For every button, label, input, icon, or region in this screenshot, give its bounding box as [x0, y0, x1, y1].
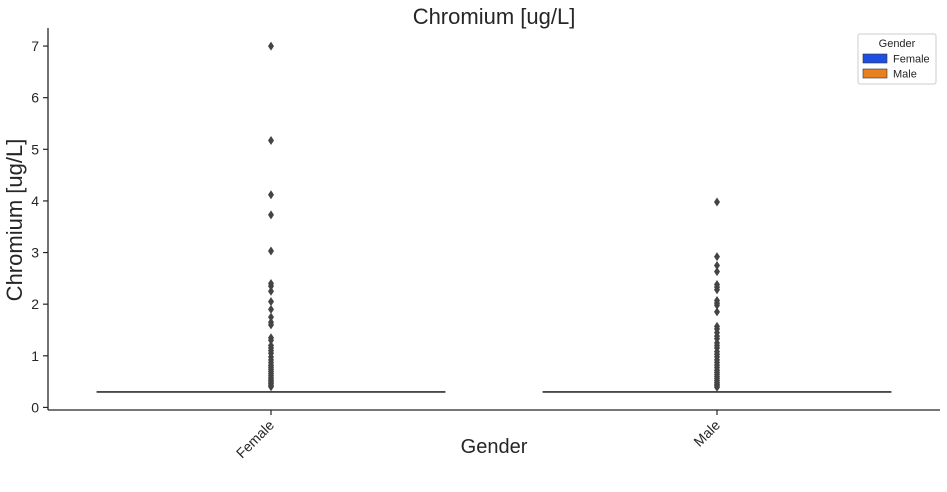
chart-title: Chromium [ug/L] — [413, 4, 576, 29]
box-group-male — [542, 197, 892, 393]
y-tick-label: 1 — [31, 348, 39, 364]
y-axis-label: Chromium [ug/L] — [2, 139, 27, 302]
outlier-point — [268, 41, 274, 51]
outlier-point — [268, 136, 274, 146]
outlier-point — [268, 335, 274, 345]
outlier-point — [268, 281, 274, 291]
outlier-point — [268, 297, 274, 307]
y-axis: 0 1 2 3 4 5 6 7 — [31, 28, 49, 415]
outlier-point — [268, 382, 274, 392]
legend-swatch-male — [862, 68, 888, 79]
box-group-female — [96, 41, 446, 393]
outlier-point — [714, 260, 720, 270]
x-axis-label: Gender — [461, 436, 528, 458]
outlier-point — [714, 285, 720, 295]
y-tick-label: 4 — [31, 193, 39, 209]
y-tick-label: 3 — [31, 245, 39, 261]
legend-label-female: Female — [893, 54, 930, 66]
outlier-point — [714, 197, 720, 207]
outlier-point — [268, 304, 274, 314]
y-tick-label: 7 — [31, 38, 39, 54]
y-tick-label: 6 — [31, 90, 39, 106]
plot-area — [96, 41, 892, 393]
y-tick-label: 2 — [31, 296, 39, 312]
outlier-point — [268, 286, 274, 296]
outlier-point — [714, 267, 720, 277]
outlier-point — [268, 320, 274, 330]
outlier-point — [268, 312, 274, 322]
outlier-point — [268, 210, 274, 220]
outlier-point — [268, 190, 274, 200]
y-tick-label: 5 — [31, 141, 39, 157]
legend-title: Gender — [879, 38, 916, 50]
outlier-point — [714, 382, 720, 392]
outlier-point — [714, 300, 720, 310]
y-tick-label: 0 — [31, 399, 39, 415]
outlier-point — [268, 246, 274, 256]
legend-label-male: Male — [893, 69, 917, 81]
x-tick-label: Male — [690, 417, 723, 450]
outlier-point — [714, 252, 720, 262]
legend-swatch-female — [862, 53, 888, 64]
x-tick-label: Female — [233, 417, 277, 461]
outlier-point — [714, 307, 720, 317]
legend: Gender Female Male — [857, 33, 937, 85]
